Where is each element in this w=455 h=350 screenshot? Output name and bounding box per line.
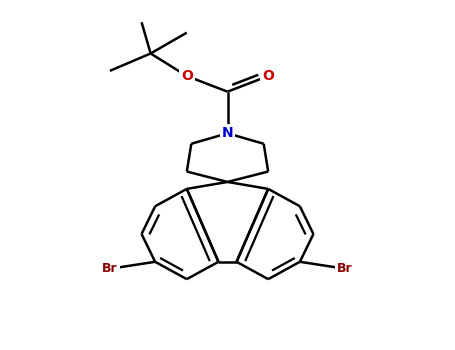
Text: O: O <box>262 69 274 83</box>
Text: Br: Br <box>337 262 353 275</box>
Text: Br: Br <box>102 262 118 275</box>
Text: N: N <box>222 126 233 140</box>
Text: O: O <box>181 69 193 83</box>
